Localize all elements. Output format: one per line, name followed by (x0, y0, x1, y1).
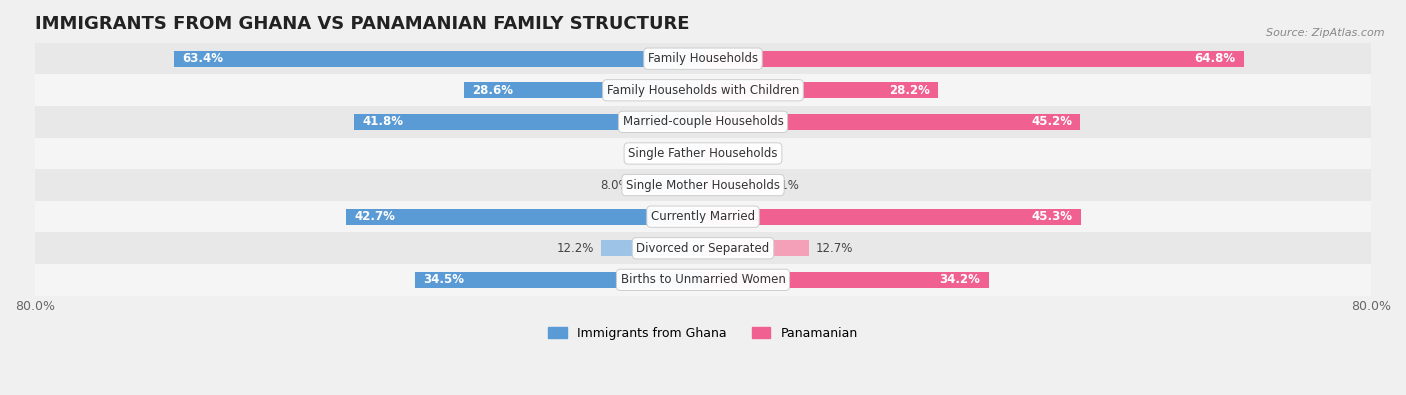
Bar (602, 240, 703, 256)
Bar (703, 209, 1081, 224)
Text: 7.1%: 7.1% (769, 179, 799, 192)
Text: 63.4%: 63.4% (181, 52, 224, 65)
Bar (703, 146, 723, 162)
Bar (35, 264, 1371, 295)
Text: 2.4%: 2.4% (730, 147, 759, 160)
Bar (636, 177, 703, 193)
Bar (354, 114, 703, 130)
Bar (703, 114, 1080, 130)
Text: Family Households with Children: Family Households with Children (607, 84, 799, 97)
Text: Currently Married: Currently Married (651, 210, 755, 223)
Text: 64.8%: 64.8% (1195, 52, 1236, 65)
Bar (35, 232, 1371, 264)
Text: Divorced or Separated: Divorced or Separated (637, 242, 769, 255)
Bar (35, 43, 1371, 75)
Bar (415, 272, 703, 288)
Text: 42.7%: 42.7% (354, 210, 395, 223)
Text: 28.2%: 28.2% (889, 84, 931, 97)
Text: IMMIGRANTS FROM GHANA VS PANAMANIAN FAMILY STRUCTURE: IMMIGRANTS FROM GHANA VS PANAMANIAN FAMI… (35, 15, 689, 33)
Text: 2.4%: 2.4% (647, 147, 676, 160)
Legend: Immigrants from Ghana, Panamanian: Immigrants from Ghana, Panamanian (543, 322, 863, 345)
Text: Births to Unmarried Women: Births to Unmarried Women (620, 273, 786, 286)
Text: 45.2%: 45.2% (1031, 115, 1071, 128)
Text: Family Households: Family Households (648, 52, 758, 65)
Bar (35, 138, 1371, 169)
Bar (683, 146, 703, 162)
Bar (464, 83, 703, 98)
Text: Married-couple Households: Married-couple Households (623, 115, 783, 128)
Text: 8.0%: 8.0% (600, 179, 630, 192)
Text: 41.8%: 41.8% (363, 115, 404, 128)
Text: 28.6%: 28.6% (472, 84, 513, 97)
Bar (35, 169, 1371, 201)
Bar (703, 240, 808, 256)
Bar (703, 177, 762, 193)
Bar (173, 51, 703, 67)
Text: 12.7%: 12.7% (815, 242, 853, 255)
Bar (346, 209, 703, 224)
Text: 45.3%: 45.3% (1032, 210, 1073, 223)
Bar (703, 51, 1244, 67)
Text: 34.5%: 34.5% (423, 273, 464, 286)
Bar (35, 106, 1371, 138)
Text: Source: ZipAtlas.com: Source: ZipAtlas.com (1267, 28, 1385, 38)
Text: 34.2%: 34.2% (939, 273, 980, 286)
Text: Single Mother Households: Single Mother Households (626, 179, 780, 192)
Bar (703, 272, 988, 288)
Text: 12.2%: 12.2% (557, 242, 595, 255)
Text: Single Father Households: Single Father Households (628, 147, 778, 160)
Bar (35, 75, 1371, 106)
Bar (35, 201, 1371, 232)
Bar (703, 83, 938, 98)
